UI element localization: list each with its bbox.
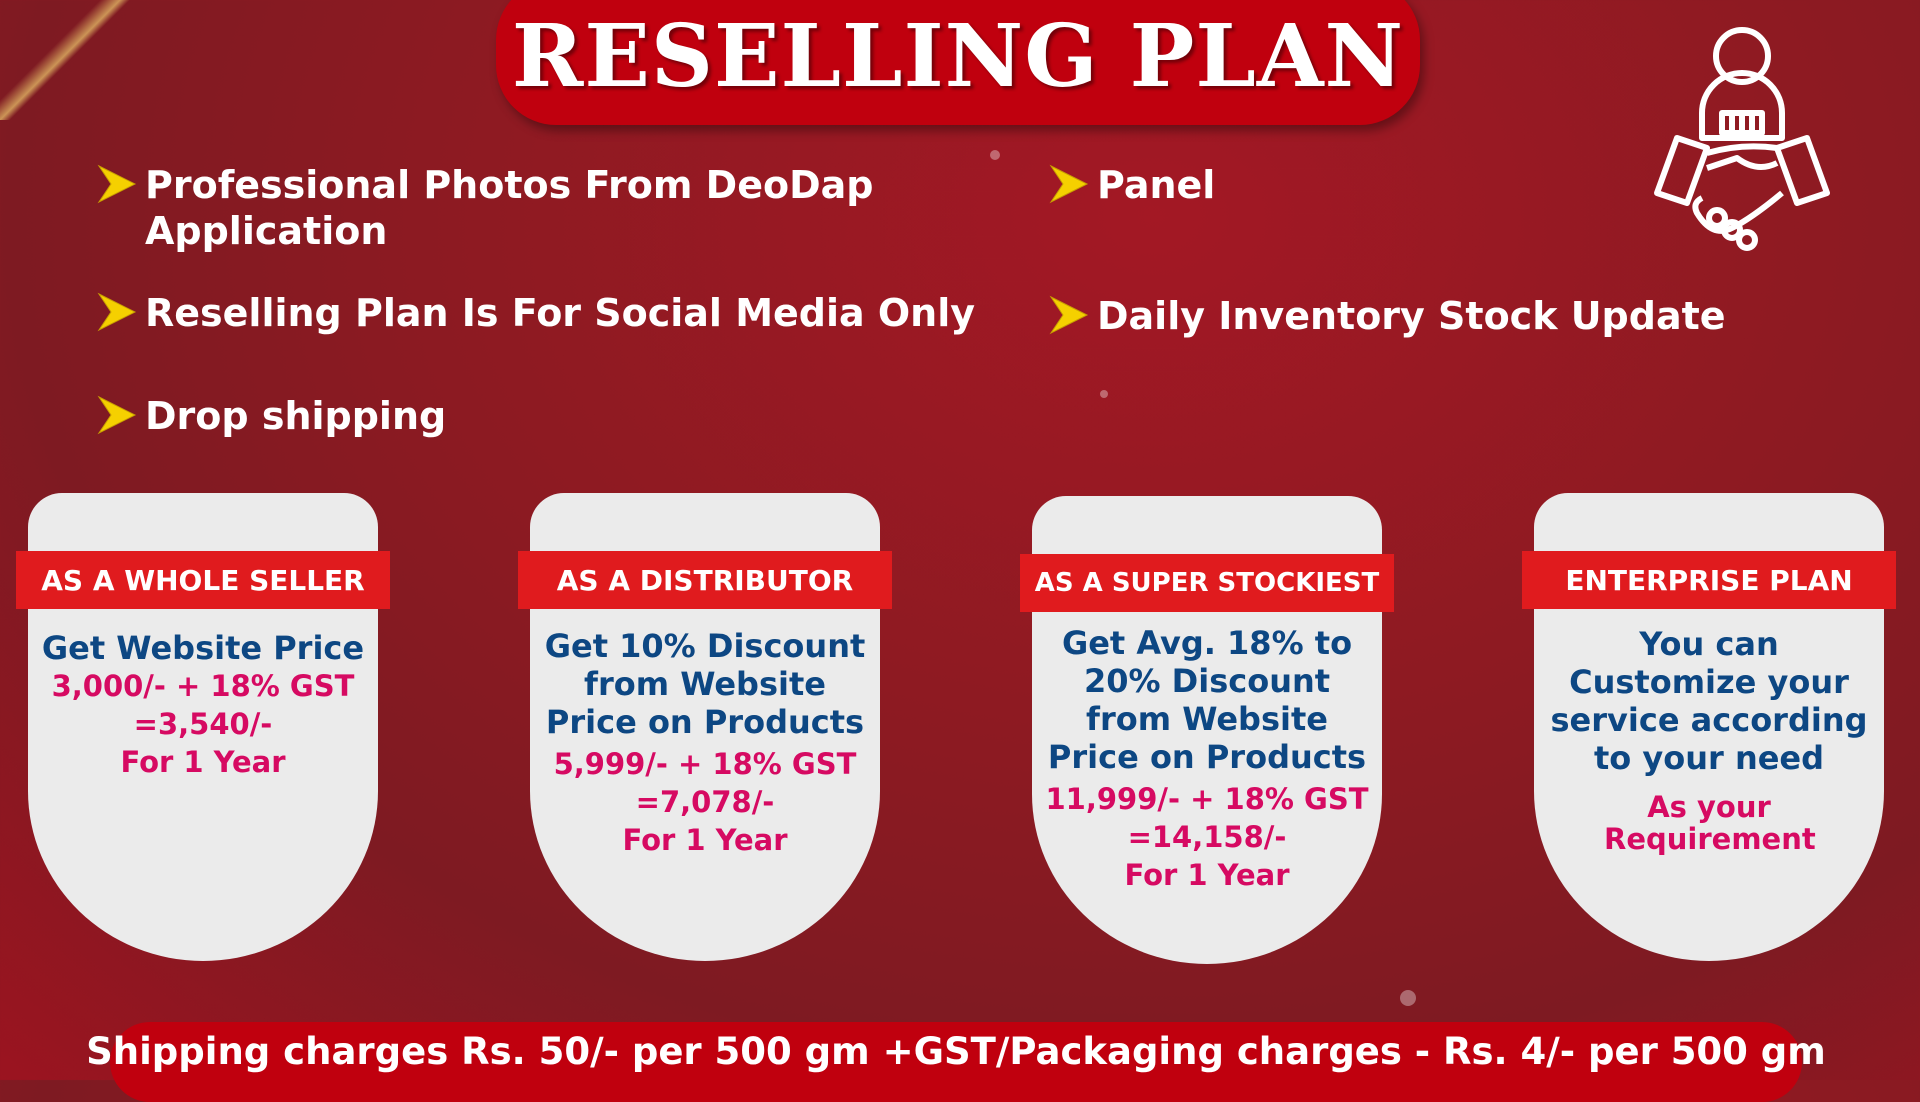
plan-benefit: Get Website Price <box>41 629 365 667</box>
feature-item: Drop shipping <box>95 393 446 439</box>
plan-total: =7,078/- <box>635 785 775 819</box>
chevron-arrow-icon <box>97 164 137 204</box>
decor-dot <box>1400 990 1416 1006</box>
feature-item: Reselling Plan Is For Social Media Only <box>95 290 975 336</box>
plan-price: 5,999/- + 18% GST <box>553 747 857 781</box>
plan-card-distributor: AS A DISTRIBUTOR Get 10% Discount from W… <box>518 493 892 961</box>
plan-term: For 1 Year <box>120 745 286 779</box>
chevron-arrow-icon <box>97 395 137 435</box>
plan-benefit: Get Avg. 18% to 20% Discount from Websit… <box>1047 624 1367 776</box>
decor-dot <box>1100 390 1108 398</box>
feature-item: Daily Inventory Stock Update <box>1047 293 1726 339</box>
plan-term: For 1 Year <box>1124 858 1290 892</box>
plan-label: AS A SUPER STOCKIEST <box>1020 554 1394 612</box>
plan-label: AS A WHOLE SELLER <box>16 551 390 609</box>
feature-item: Panel <box>1047 162 1215 208</box>
shipping-charges-text: Shipping charges Rs. 50/- per 500 gm +GS… <box>86 1030 1826 1073</box>
plan-card-enterprise: ENTERPRISE PLAN You can Customize your s… <box>1522 493 1896 961</box>
plan-price: 3,000/- + 18% GST <box>51 669 355 703</box>
chevron-arrow-icon <box>97 292 137 332</box>
chevron-arrow-icon <box>1049 295 1089 335</box>
plan-label: ENTERPRISE PLAN <box>1522 551 1896 609</box>
plan-card-whole-seller: AS A WHOLE SELLER Get Website Price 3,00… <box>16 493 390 961</box>
feature-item: Professional Photos From DeoDap Applicat… <box>95 162 905 254</box>
plan-benefit: You can Customize your service according… <box>1550 625 1868 777</box>
handshake-person-icon <box>1654 27 1830 251</box>
string-lights-decor <box>0 0 130 120</box>
plan-card-super-stockiest: AS A SUPER STOCKIEST Get Avg. 18% to 20%… <box>1020 496 1394 964</box>
plan-price: As your Requirement <box>1604 790 1816 856</box>
decor-dot <box>990 150 1000 160</box>
shipping-charges-banner: Shipping charges Rs. 50/- per 500 gm +GS… <box>86 1022 1826 1102</box>
plan-benefit: Get 10% Discount from Website Price on P… <box>544 627 866 741</box>
plan-total: =14,158/- <box>1127 820 1287 854</box>
title-banner: RESELLING PLAN <box>496 0 1420 125</box>
page-title: RESELLING PLAN <box>511 6 1405 107</box>
plan-price: 11,999/- + 18% GST <box>1045 782 1369 816</box>
chevron-arrow-icon <box>1049 164 1089 204</box>
plan-label: AS A DISTRIBUTOR <box>518 551 892 609</box>
plan-term: For 1 Year <box>622 823 788 857</box>
plan-total: =3,540/- <box>133 707 273 741</box>
